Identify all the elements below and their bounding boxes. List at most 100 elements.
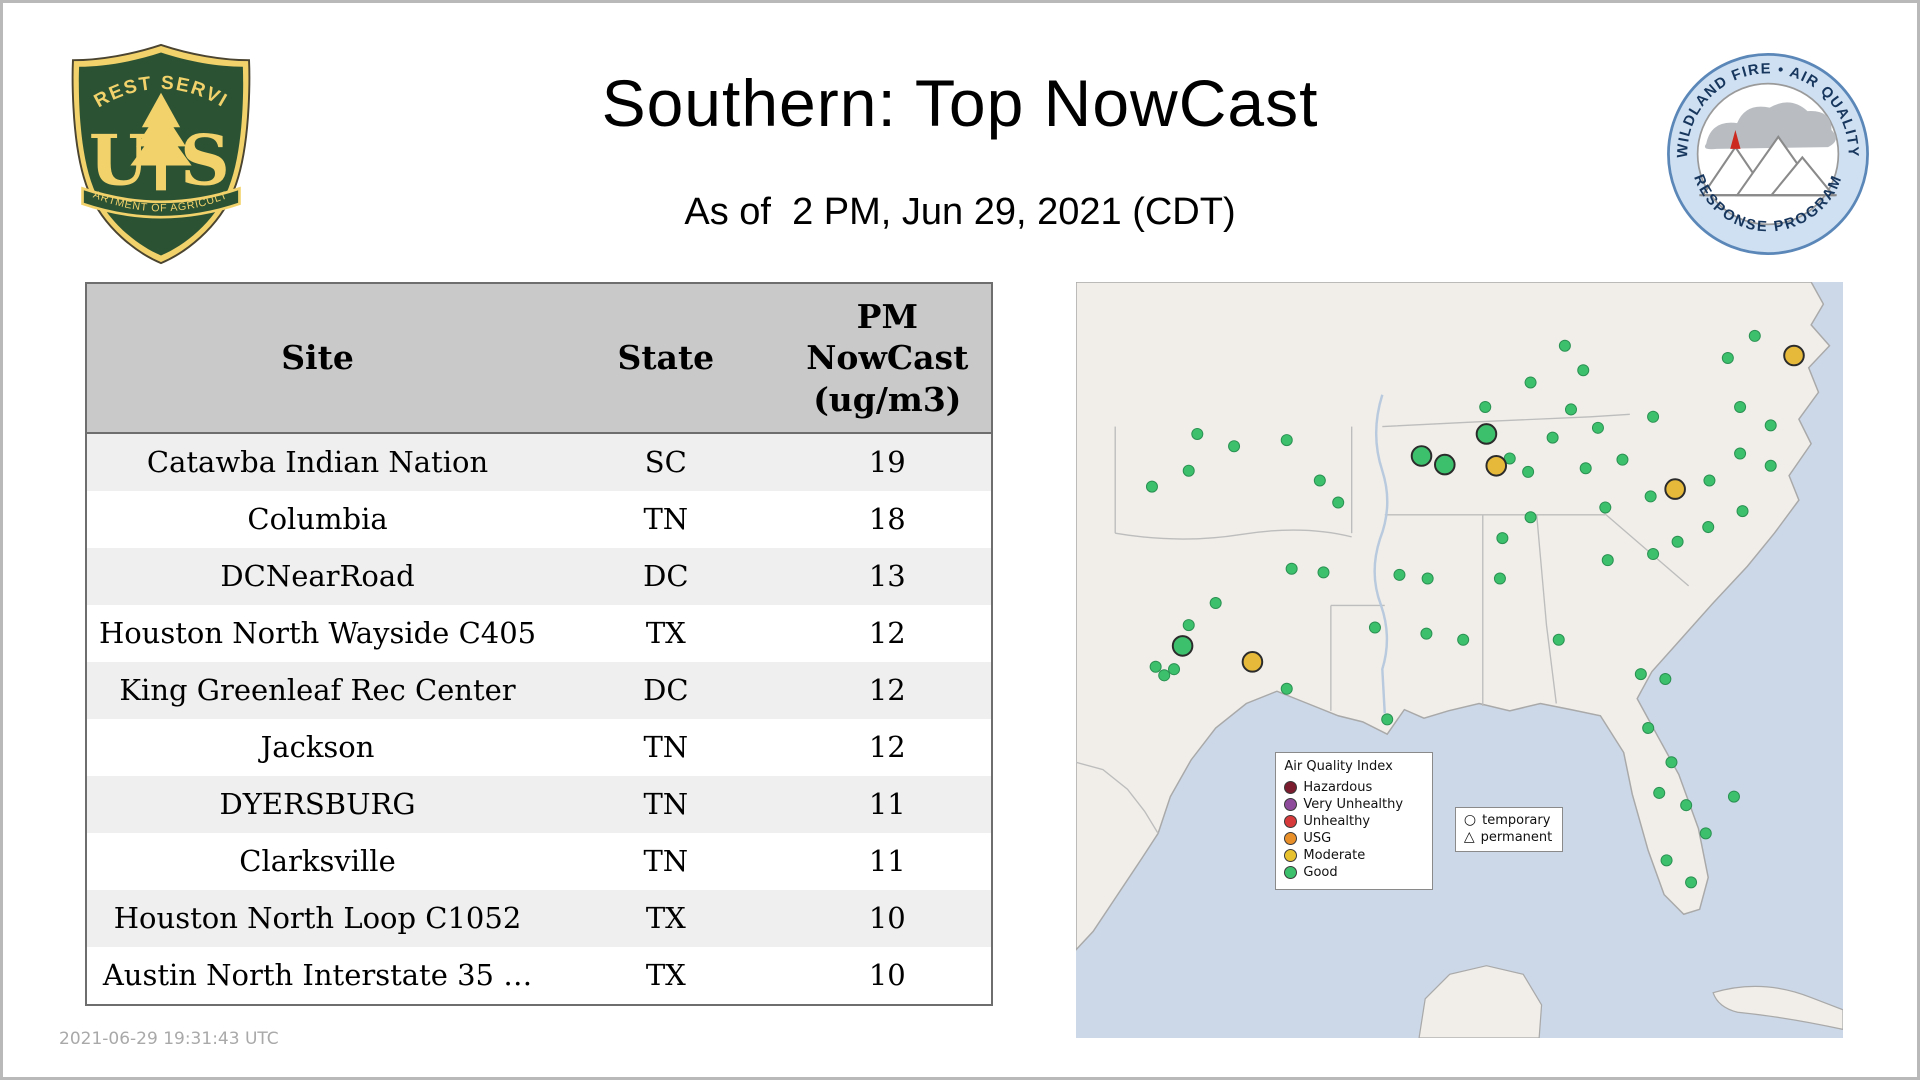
state-cell: TN bbox=[643, 729, 689, 764]
pm-value-cell: 12 bbox=[868, 615, 906, 650]
station-marker-good bbox=[1591, 421, 1604, 434]
aqi-legend-item: Unhealthy bbox=[1284, 813, 1424, 830]
station-marker-good bbox=[1699, 827, 1712, 840]
station-marker-good bbox=[1496, 532, 1509, 545]
table-row: Clarksville TN 11 bbox=[86, 832, 992, 890]
aqi-color-dot bbox=[1284, 781, 1298, 795]
aqi-legend-label: Unhealthy bbox=[1303, 814, 1371, 830]
station-marker-good bbox=[1564, 403, 1578, 416]
station-marker-good-highlight bbox=[1475, 423, 1498, 445]
aqi-color-dot bbox=[1284, 849, 1298, 863]
wildland-fire-air-quality-logo: WILDLAND FIRE • AIR QUALITY RESPONSE PRO… bbox=[1667, 53, 1869, 255]
station-marker-good bbox=[1660, 854, 1673, 867]
state-borders bbox=[1076, 413, 1690, 834]
station-marker-good bbox=[1393, 568, 1406, 581]
station-marker-good bbox=[1671, 535, 1684, 548]
permanent-legend-row: △ permanent bbox=[1464, 829, 1552, 846]
pm-value-cell: 19 bbox=[868, 444, 906, 479]
station-marker-moderate-highlight bbox=[1664, 478, 1686, 500]
aqi-legend-label: Hazardous bbox=[1303, 780, 1373, 796]
station-marker-good bbox=[1647, 548, 1660, 561]
station-marker-good bbox=[1479, 400, 1492, 413]
forest-service-logo: FOREST SERVICE U S DEPARTMENT OF AGRICUL… bbox=[65, 43, 251, 265]
station-marker-good bbox=[1703, 474, 1716, 487]
aqi-color-dot bbox=[1284, 866, 1298, 880]
aqi-legend-items: Hazardous Very Unhealthy Unhealthy USG Moder… bbox=[1284, 779, 1424, 881]
table-row: Houston North Wayside C405 TX 12 bbox=[86, 604, 992, 662]
station-marker-good bbox=[1616, 453, 1629, 466]
aqi-legend-label: Good bbox=[1303, 865, 1338, 881]
state-cell: DC bbox=[643, 672, 689, 707]
site-cell: Houston North Loop C1052 bbox=[113, 900, 522, 935]
southeast-us-map bbox=[1076, 282, 1843, 1038]
aqi-legend-title: Air Quality Index bbox=[1284, 759, 1393, 775]
pm-value-cell: 18 bbox=[868, 501, 906, 536]
station-marker-good bbox=[1727, 790, 1740, 803]
station-marker-good bbox=[1209, 597, 1222, 610]
station-marker-good-highlight bbox=[1410, 445, 1433, 467]
station-marker-good bbox=[1702, 521, 1715, 534]
site-cell: Houston North Wayside C405 bbox=[98, 615, 537, 650]
station-marker-good bbox=[1368, 621, 1381, 634]
station-marker-good bbox=[1665, 756, 1678, 769]
site-cell: Columbia bbox=[247, 501, 388, 536]
station-marker-good bbox=[1552, 633, 1565, 646]
station-marker-moderate-highlight bbox=[1241, 651, 1264, 673]
station-marker-good bbox=[1642, 721, 1655, 735]
station-marker-good bbox=[1736, 505, 1749, 518]
col-state: State bbox=[548, 283, 784, 434]
pm-value-cell: 11 bbox=[868, 843, 906, 878]
station-marker-good bbox=[1734, 400, 1747, 413]
station-markers bbox=[1145, 329, 1805, 889]
station-marker-good-highlight bbox=[1434, 453, 1456, 476]
station-marker-good bbox=[1493, 572, 1506, 585]
aqi-legend-item: Good bbox=[1284, 864, 1424, 881]
station-marker-good bbox=[1285, 562, 1298, 575]
temporary-label: temporary bbox=[1482, 812, 1551, 828]
temporary-legend-row: ○ temporary bbox=[1464, 812, 1552, 829]
station-marker-good bbox=[1524, 511, 1537, 524]
cuba-island bbox=[1712, 985, 1843, 1031]
permanent-marker-icon: △ bbox=[1463, 829, 1475, 846]
station-marker-good bbox=[1317, 566, 1330, 579]
generated-timestamp: 2021-06-29 19:31:43 UTC bbox=[59, 1029, 279, 1049]
station-marker-good bbox=[1280, 682, 1293, 695]
pm-value-cell: 10 bbox=[868, 900, 906, 935]
permanent-label: permanent bbox=[1480, 829, 1553, 845]
station-marker-good bbox=[1634, 668, 1647, 681]
flame-icon bbox=[1730, 129, 1741, 149]
site-cell: Jackson bbox=[260, 729, 375, 764]
table-row: Columbia TN 18 bbox=[86, 490, 992, 548]
table-row: Catawba Indian Nation SC 19 bbox=[86, 432, 992, 491]
station-marker-good bbox=[1721, 351, 1734, 364]
station-marker-good bbox=[1577, 364, 1590, 377]
pm-value-cell: 12 bbox=[868, 729, 906, 764]
station-marker-good bbox=[1457, 633, 1470, 646]
station-marker-good bbox=[1685, 876, 1698, 889]
pm-value-cell: 13 bbox=[868, 558, 906, 593]
station-marker-good bbox=[1647, 410, 1660, 423]
state-cell: TN bbox=[643, 501, 689, 536]
station-marker-good bbox=[1579, 462, 1592, 475]
state-cell: TX bbox=[645, 900, 686, 935]
shield-banner bbox=[81, 186, 241, 219]
site-cell: Catawba Indian Nation bbox=[146, 444, 489, 479]
state-cell: TX bbox=[645, 957, 686, 992]
station-marker-good bbox=[1748, 329, 1761, 342]
mountains-icon bbox=[1700, 135, 1836, 197]
state-cell: DC bbox=[643, 558, 689, 593]
station-marker-good bbox=[1644, 490, 1657, 503]
table-row: Houston North Loop C1052 TX 10 bbox=[86, 889, 992, 947]
aqi-legend-item: Moderate bbox=[1284, 847, 1424, 864]
nowcast-table: Site State PM NowCast (ug/m3) Catawba In… bbox=[85, 282, 993, 1006]
station-marker-good bbox=[1332, 496, 1345, 509]
smoke-cloud-icon bbox=[1704, 102, 1836, 150]
station-marker-good bbox=[1182, 464, 1195, 477]
station-marker-good bbox=[1313, 474, 1326, 487]
station-marker-good bbox=[1601, 554, 1614, 567]
state-cell: TN bbox=[643, 786, 689, 821]
station-marker-moderate-highlight bbox=[1783, 344, 1805, 367]
station-marker-good bbox=[1381, 713, 1394, 726]
mississippi-river bbox=[1373, 394, 1389, 714]
